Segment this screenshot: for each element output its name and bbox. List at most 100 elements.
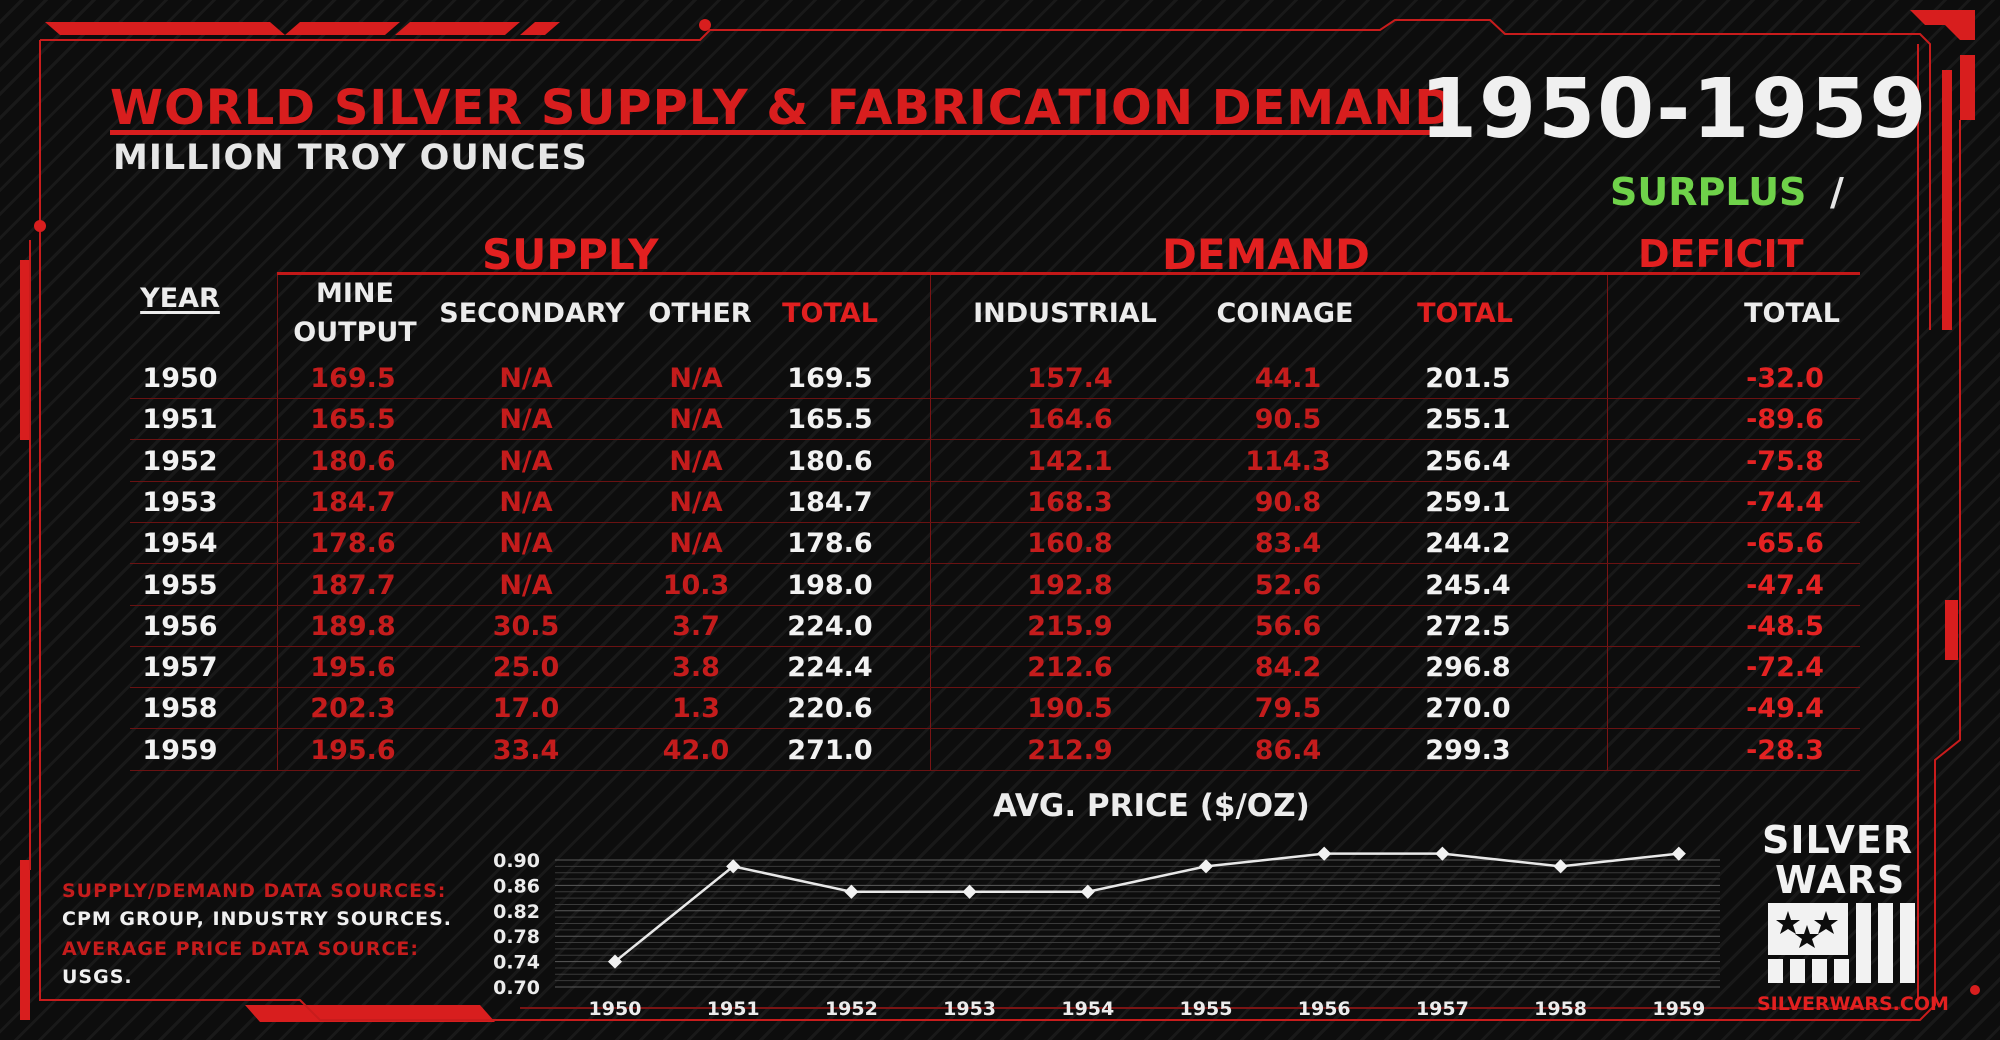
supply-demand-source-value: CPM GROUP, INDUSTRY SOURCES.: [62, 908, 452, 930]
cell-industrial: 212.6: [1027, 652, 1113, 684]
price-point: [1671, 846, 1686, 861]
col-industrial: INDUSTRIAL: [973, 298, 1157, 329]
cell-secondary: N/A: [499, 445, 553, 477]
cell-year: 1955: [142, 569, 218, 601]
flag-logo-icon: [1768, 903, 1915, 983]
cell-balance: -32.0: [1746, 363, 1824, 394]
x-tick-label: 1950: [589, 998, 642, 1020]
cell-mine: 202.3: [310, 693, 396, 725]
price-point: [844, 884, 859, 899]
cell-other: N/A: [669, 445, 723, 477]
cell-coinage: 79.5: [1254, 693, 1322, 725]
cell-industrial: 215.9: [1027, 610, 1113, 642]
cell-balance: -89.6: [1746, 404, 1824, 436]
table-row: 1956 189.8 30.5 3.7 224.0 215.9 56.6 272.5 -48.5: [130, 605, 1860, 647]
cell-supply-total: 169.5: [787, 363, 873, 394]
cell-secondary: N/A: [499, 404, 553, 436]
cell-supply-total: 271.0: [787, 734, 873, 766]
cell-balance: -28.3: [1746, 734, 1824, 766]
cell-supply-total: 180.6: [787, 445, 873, 477]
col-other: OTHER: [648, 298, 752, 329]
y-tick-label: 0.78: [493, 926, 540, 948]
cell-balance: -65.6: [1746, 528, 1824, 560]
cell-other: 42.0: [662, 734, 730, 766]
table-row: 1959 195.6 33.4 42.0 271.0 212.9 86.4 299.3 -28.…: [130, 729, 1860, 771]
table-row: 1953 184.7 N/A N/A 184.7 168.3 90.8 259.1 -74.4: [130, 481, 1860, 523]
y-tick-label: 0.70: [493, 977, 540, 999]
cell-industrial: 142.1: [1027, 445, 1113, 477]
supply-group-header: SUPPLY: [482, 230, 659, 279]
price-point: [1435, 846, 1450, 861]
col-coinage: COINAGE: [1216, 298, 1354, 329]
table-row: 1958 202.3 17.0 1.3 220.6 190.5 79.5 270.0 -49.4: [130, 687, 1860, 730]
cell-other: 10.3: [662, 569, 730, 601]
col-year: YEAR: [140, 283, 220, 314]
cell-balance: -75.8: [1746, 445, 1824, 477]
cell-year: 1950: [142, 363, 218, 394]
cell-supply-total: 198.0: [787, 569, 873, 601]
cell-industrial: 164.6: [1027, 404, 1113, 436]
cell-industrial: 160.8: [1027, 528, 1113, 560]
website-label: SILVERWARS.COM: [1757, 993, 1949, 1015]
table-row: 1954 178.6 N/A N/A 178.6 160.8 83.4 244.2 -65.6: [130, 522, 1860, 565]
supply-demand-source-label: SUPPLY/DEMAND DATA SOURCES:: [62, 880, 447, 902]
cell-year: 1954: [142, 528, 218, 560]
cell-supply-total: 184.7: [787, 486, 873, 518]
cell-coinage: 90.5: [1254, 404, 1322, 436]
cell-secondary: 17.0: [492, 693, 560, 725]
logo-line2: WARS: [1775, 858, 1906, 902]
cell-mine: 169.5: [310, 363, 396, 394]
cell-demand-total: 255.1: [1425, 404, 1511, 436]
col-secondary: SECONDARY: [439, 298, 625, 329]
cell-coinage: 114.3: [1245, 445, 1331, 477]
y-tick-label: 0.90: [493, 850, 540, 872]
cell-coinage: 83.4: [1254, 528, 1322, 560]
cell-secondary: N/A: [499, 569, 553, 601]
cell-balance: -72.4: [1746, 652, 1824, 684]
cell-demand-total: 299.3: [1425, 734, 1511, 766]
cell-other: 3.8: [672, 652, 720, 684]
cell-mine: 189.8: [310, 610, 396, 642]
cell-mine: 187.7: [310, 569, 396, 601]
cell-secondary: 25.0: [492, 652, 560, 684]
year-range: 1950-1959: [1420, 62, 1929, 157]
cell-demand-total: 245.4: [1425, 569, 1511, 601]
cell-balance: -48.5: [1746, 610, 1824, 642]
cell-supply-total: 178.6: [787, 528, 873, 560]
col-mine-line1: MINE: [316, 278, 394, 309]
cell-coinage: 86.4: [1254, 734, 1322, 766]
x-tick-label: 1952: [825, 998, 878, 1020]
cell-other: N/A: [669, 528, 723, 560]
x-tick-label: 1957: [1416, 998, 1469, 1020]
x-tick-label: 1955: [1180, 998, 1233, 1020]
price-source-label: AVERAGE PRICE DATA SOURCE:: [62, 938, 420, 960]
cell-mine: 165.5: [310, 404, 396, 436]
table-row: 1951 165.5 N/A N/A 165.5 164.6 90.5 255.1 -89.6: [130, 398, 1860, 441]
cell-demand-total: 270.0: [1425, 693, 1511, 725]
price-point: [1553, 859, 1568, 874]
table-row: 1952 180.6 N/A N/A 180.6 142.1 114.3 256.4 -75.8: [130, 440, 1860, 482]
cell-year: 1957: [142, 652, 218, 684]
cell-demand-total: 272.5: [1425, 610, 1511, 642]
cell-supply-total: 165.5: [787, 404, 873, 436]
price-chart-title: AVG. PRICE ($/OZ): [993, 788, 1310, 824]
cell-industrial: 190.5: [1027, 693, 1113, 725]
cell-balance: -74.4: [1746, 486, 1824, 518]
x-tick-label: 1958: [1534, 998, 1587, 1020]
cell-demand-total: 259.1: [1425, 486, 1511, 518]
cell-year: 1952: [142, 445, 218, 477]
table-row: 1955 187.7 N/A 10.3 198.0 192.8 52.6 245.4 -47.4: [130, 564, 1860, 606]
cell-coinage: 44.1: [1254, 363, 1322, 394]
cell-year: 1958: [142, 693, 218, 725]
cell-supply-total: 224.4: [787, 652, 873, 684]
col-demand-total: TOTAL: [1417, 298, 1513, 329]
demand-group-header: DEMAND: [1162, 230, 1370, 279]
price-source-value: USGS.: [62, 966, 133, 988]
cell-other: N/A: [669, 404, 723, 436]
cell-other: 3.7: [672, 610, 720, 642]
cell-supply-total: 220.6: [787, 693, 873, 725]
demand-header-rule: [930, 272, 1860, 275]
col-mine-line2: OUTPUT: [293, 317, 417, 348]
surplus-label: SURPLUS: [1610, 170, 1807, 214]
